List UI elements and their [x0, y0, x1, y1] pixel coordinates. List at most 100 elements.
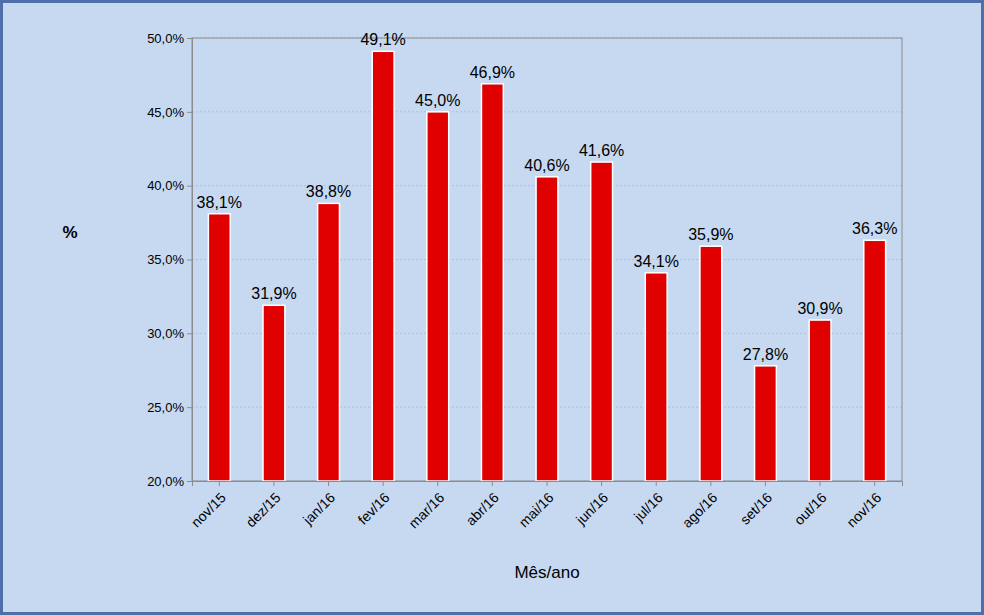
- bar: [700, 246, 722, 481]
- x-tick-label: abr/16: [463, 489, 503, 529]
- y-tick: 50,0%: [147, 31, 192, 46]
- data-label: 41,6%: [579, 142, 624, 159]
- y-tick-label: 40,0%: [147, 178, 184, 193]
- y-tick-mark: [187, 407, 192, 408]
- x-tick: set/16: [737, 481, 775, 528]
- y-tick-label: 25,0%: [147, 400, 184, 415]
- y-tick: 40,0%: [147, 178, 192, 193]
- bar: [481, 84, 503, 481]
- y-tick-label: 45,0%: [147, 104, 184, 119]
- y-tick-label: 30,0%: [147, 326, 184, 341]
- y-tick-mark: [187, 186, 192, 187]
- x-tick-mark: [656, 481, 657, 486]
- data-label: 31,9%: [251, 285, 296, 302]
- x-tick: nov/15: [188, 481, 229, 530]
- x-tick: mar/16: [405, 481, 447, 531]
- data-label: 38,1%: [197, 194, 242, 211]
- x-tick-label: nov/15: [188, 489, 229, 530]
- x-axis: nov/15 dez/15 jan/16 fev/16 mar/16 abr/16 mai/…: [188, 481, 903, 531]
- y-tick-mark: [187, 481, 192, 482]
- y-axis-line: [187, 39, 193, 482]
- bar: [591, 162, 613, 481]
- bar: [318, 203, 340, 481]
- plot: 20,0% 25,0% 30,0% 35,0% 40,0% 45,0% 50,0% nov/1…: [147, 31, 902, 532]
- x-tick-label: jan/16: [299, 489, 338, 528]
- data-labels: 38,1% 31,9% 38,8% 49,1% 45,0% 46,9% 40,6% 41,6%…: [197, 31, 898, 363]
- x-tick-label: set/16: [737, 489, 775, 527]
- data-label: 46,9%: [470, 64, 515, 81]
- x-tick-label: fev/16: [354, 489, 392, 527]
- plot-frame: [192, 38, 902, 481]
- x-tick-label: ago/16: [679, 489, 721, 531]
- x-tick-label: jul/16: [630, 489, 666, 525]
- data-label: 36,3%: [852, 220, 897, 237]
- y-tick-mark: [187, 112, 192, 113]
- y-tick: 30,0%: [147, 326, 192, 341]
- bar: [536, 177, 558, 481]
- data-label: 35,9%: [688, 226, 733, 243]
- x-tick-mark: [710, 481, 711, 486]
- y-tick-label: 35,0%: [147, 252, 184, 267]
- x-tick-label: dez/15: [242, 489, 283, 530]
- x-tick-label: nov/16: [843, 489, 884, 530]
- y-tick-mark: [187, 260, 192, 261]
- x-tick-mark: [820, 481, 821, 486]
- data-label: 30,9%: [797, 300, 842, 317]
- x-tick-label: jun/16: [572, 489, 611, 528]
- y-tick: 20,0%: [147, 474, 192, 489]
- x-tick: mai/16: [516, 481, 557, 530]
- x-axis-title: Mês/ano: [514, 563, 579, 582]
- x-tick-mark: [601, 481, 602, 486]
- x-tick-mark: [273, 481, 274, 486]
- x-tick: abr/16: [463, 481, 503, 529]
- y-axis: 20,0% 25,0% 30,0% 35,0% 40,0% 45,0% 50,0%: [147, 31, 192, 489]
- grid: [192, 38, 902, 481]
- x-tick-mark: [547, 481, 548, 486]
- bar: [263, 305, 285, 481]
- data-label: 45,0%: [415, 92, 460, 109]
- x-tick-mark: [437, 481, 438, 486]
- bar: [427, 112, 449, 481]
- x-tick: nov/16: [843, 481, 884, 530]
- x-tick: jun/16: [572, 481, 611, 528]
- data-label: 27,8%: [743, 346, 788, 363]
- x-tick: dez/15: [242, 481, 283, 530]
- bar: [645, 273, 667, 481]
- x-tick: fev/16: [354, 481, 392, 528]
- x-tick: jul/16: [630, 481, 666, 525]
- data-label: 49,1%: [360, 31, 405, 48]
- y-tick-label: 20,0%: [147, 474, 184, 489]
- bar: [809, 320, 831, 481]
- x-tick-label: mai/16: [516, 489, 557, 530]
- y-tick: 35,0%: [147, 252, 192, 267]
- x-tick-mark: [492, 481, 493, 486]
- x-tick-mark: [383, 481, 384, 486]
- y-tick-mark: [187, 38, 192, 39]
- x-tick-mark: [765, 481, 766, 486]
- chart: 20,0% 25,0% 30,0% 35,0% 40,0% 45,0% 50,0% nov/1…: [0, 0, 984, 615]
- x-tick: jan/16: [299, 481, 338, 528]
- bars: [208, 51, 885, 481]
- x-tick-label: out/16: [791, 489, 830, 528]
- x-axis-line: [193, 482, 903, 487]
- y-tick-mark: [187, 333, 192, 334]
- y-axis-title: %: [62, 223, 77, 242]
- x-tick: ago/16: [679, 481, 721, 531]
- data-label: 38,8%: [306, 183, 351, 200]
- bar: [864, 240, 886, 481]
- y-tick: 25,0%: [147, 400, 192, 415]
- x-tick-mark: [874, 481, 875, 486]
- bar: [755, 366, 777, 481]
- grid-line: [192, 111, 902, 112]
- bar: [372, 51, 394, 481]
- y-tick: 45,0%: [147, 104, 192, 119]
- bar: [208, 214, 230, 481]
- x-tick-mark: [328, 481, 329, 486]
- data-label: 34,1%: [634, 253, 679, 270]
- background: [2, 2, 983, 614]
- x-tick: out/16: [791, 481, 830, 528]
- y-tick-label: 50,0%: [147, 31, 184, 46]
- x-tick-label: mar/16: [405, 489, 447, 531]
- data-label: 40,6%: [524, 157, 569, 174]
- x-tick-mark: [219, 481, 220, 486]
